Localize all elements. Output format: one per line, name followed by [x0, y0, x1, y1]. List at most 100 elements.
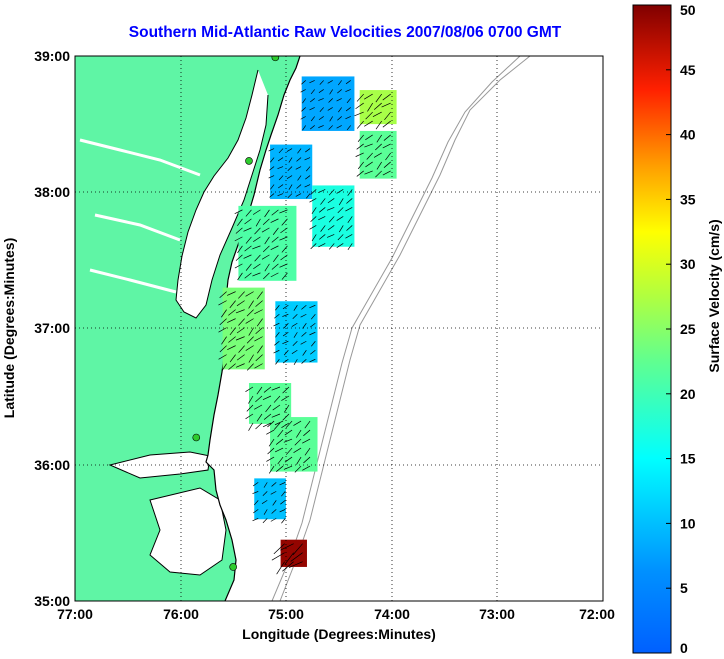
velocity-vector: [309, 80, 315, 84]
velocity-vector: [328, 98, 333, 103]
velocity-vector: [318, 116, 324, 121]
velocity-vector: [283, 323, 289, 329]
velocity-vector: [310, 216, 317, 222]
velocity-vector: [235, 336, 245, 341]
velocity-vector: [285, 447, 293, 455]
velocity-vector: [275, 332, 280, 338]
velocity-vector: [283, 438, 293, 443]
velocity-vector: [300, 340, 307, 345]
velocity-vector: [357, 161, 364, 170]
velocity-vector: [282, 304, 289, 310]
velocity-vector: [272, 227, 279, 235]
velocity-vector: [375, 120, 382, 130]
velocity-vector: [293, 359, 298, 365]
chesapeake-bay: [176, 70, 268, 318]
velocity-vector: [244, 218, 252, 225]
velocity-vector: [263, 482, 268, 488]
velocity-vector: [227, 345, 236, 351]
velocity-vector: [248, 354, 254, 363]
velocity-vector: [273, 322, 280, 327]
velocity-vector: [300, 89, 306, 93]
velocity-vector: [267, 447, 275, 455]
velocity-vector: [270, 245, 279, 251]
velocity-vector: [255, 327, 263, 335]
velocity-vector: [309, 107, 315, 111]
velocity-vector: [277, 456, 284, 465]
velocity-vector: [245, 386, 254, 392]
velocity-vector: [285, 420, 293, 428]
velocity-vector: [271, 509, 277, 514]
velocity-vector: [279, 209, 288, 214]
velocity-vector: [252, 272, 261, 277]
y-tick-label: 35:00: [34, 593, 70, 609]
velocity-vector: [262, 422, 272, 428]
y-axis-label: Latitude (Degrees:Minutes): [1, 238, 17, 418]
velocity-vector: [270, 218, 279, 223]
velocity-vector: [356, 143, 364, 150]
velocity-vector: [238, 345, 245, 353]
velocity-vector: [295, 193, 302, 197]
plot-frame: [74, 55, 604, 602]
velocity-vector: [278, 148, 284, 154]
velocity-vector: [305, 148, 311, 153]
velocity-vector: [255, 395, 263, 403]
x-tick-label: 74:00: [374, 606, 410, 622]
velocity-vector: [304, 420, 311, 429]
velocity-vector: [263, 413, 272, 420]
velocity-vector: [345, 89, 351, 93]
velocity-vector: [302, 323, 307, 329]
velocity-vector: [254, 363, 263, 369]
velocity-vector: [373, 152, 382, 158]
velocity-vector: [303, 429, 311, 437]
velocity-region: [301, 76, 355, 131]
velocity-vector: [294, 438, 302, 446]
velocity-vector: [265, 404, 272, 413]
velocity-vector: [364, 170, 373, 175]
velocity-vector: [383, 134, 391, 141]
velocity-vector: [305, 166, 311, 172]
bay-tributary-1: [79, 138, 201, 177]
chart-title: Southern Mid-Atlantic Raw Velocities 200…: [128, 24, 562, 41]
velocity-vector: [263, 386, 272, 393]
velocity-vector: [229, 327, 236, 336]
y-tick-label: 39:00: [34, 48, 70, 64]
velocity-vector: [261, 227, 270, 233]
velocity-vector: [284, 552, 294, 565]
velocity-vector: [248, 422, 254, 431]
x-axis: 77:00 76:00 75:00 74:00 73:00 72:00 Long…: [57, 606, 615, 642]
velocity-vector: [296, 429, 302, 438]
velocity-vector: [310, 349, 316, 355]
velocity-vector: [306, 193, 311, 199]
velocity-vector: [254, 404, 263, 410]
velocity-vector: [280, 254, 288, 261]
velocity-vector: [283, 465, 293, 470]
velocity-vector: [273, 543, 285, 555]
velocity-vector: [253, 500, 259, 506]
velocity-vector: [271, 263, 279, 270]
velocity-region: [270, 144, 313, 200]
velocity-vector: [310, 89, 315, 95]
velocity-vector: [282, 358, 289, 364]
velocity-vector: [373, 102, 382, 110]
velocity-vector: [365, 134, 373, 141]
velocity-vector: [261, 500, 268, 504]
velocity-vector: [310, 116, 315, 122]
bay-shoreline: [175, 69, 269, 319]
velocity-vector: [301, 331, 307, 337]
radar-station-marker: [229, 563, 237, 571]
velocity-vector: [296, 456, 302, 465]
velocity-vector: [345, 107, 351, 112]
velocity-vector: [228, 309, 236, 316]
velocity-vector: [253, 236, 261, 242]
velocity-vector: [282, 413, 290, 421]
velocity-vector: [266, 429, 275, 435]
velocity-vector: [364, 120, 373, 127]
velocity-vector: [270, 491, 277, 495]
velocity-vector: [266, 456, 275, 462]
velocity-vector: [357, 134, 364, 142]
velocity-field: [218, 76, 397, 575]
velocity-vector: [305, 175, 311, 180]
velocity-vector: [326, 234, 335, 238]
velocity-vector: [327, 80, 333, 84]
velocity-vector: [347, 216, 353, 223]
